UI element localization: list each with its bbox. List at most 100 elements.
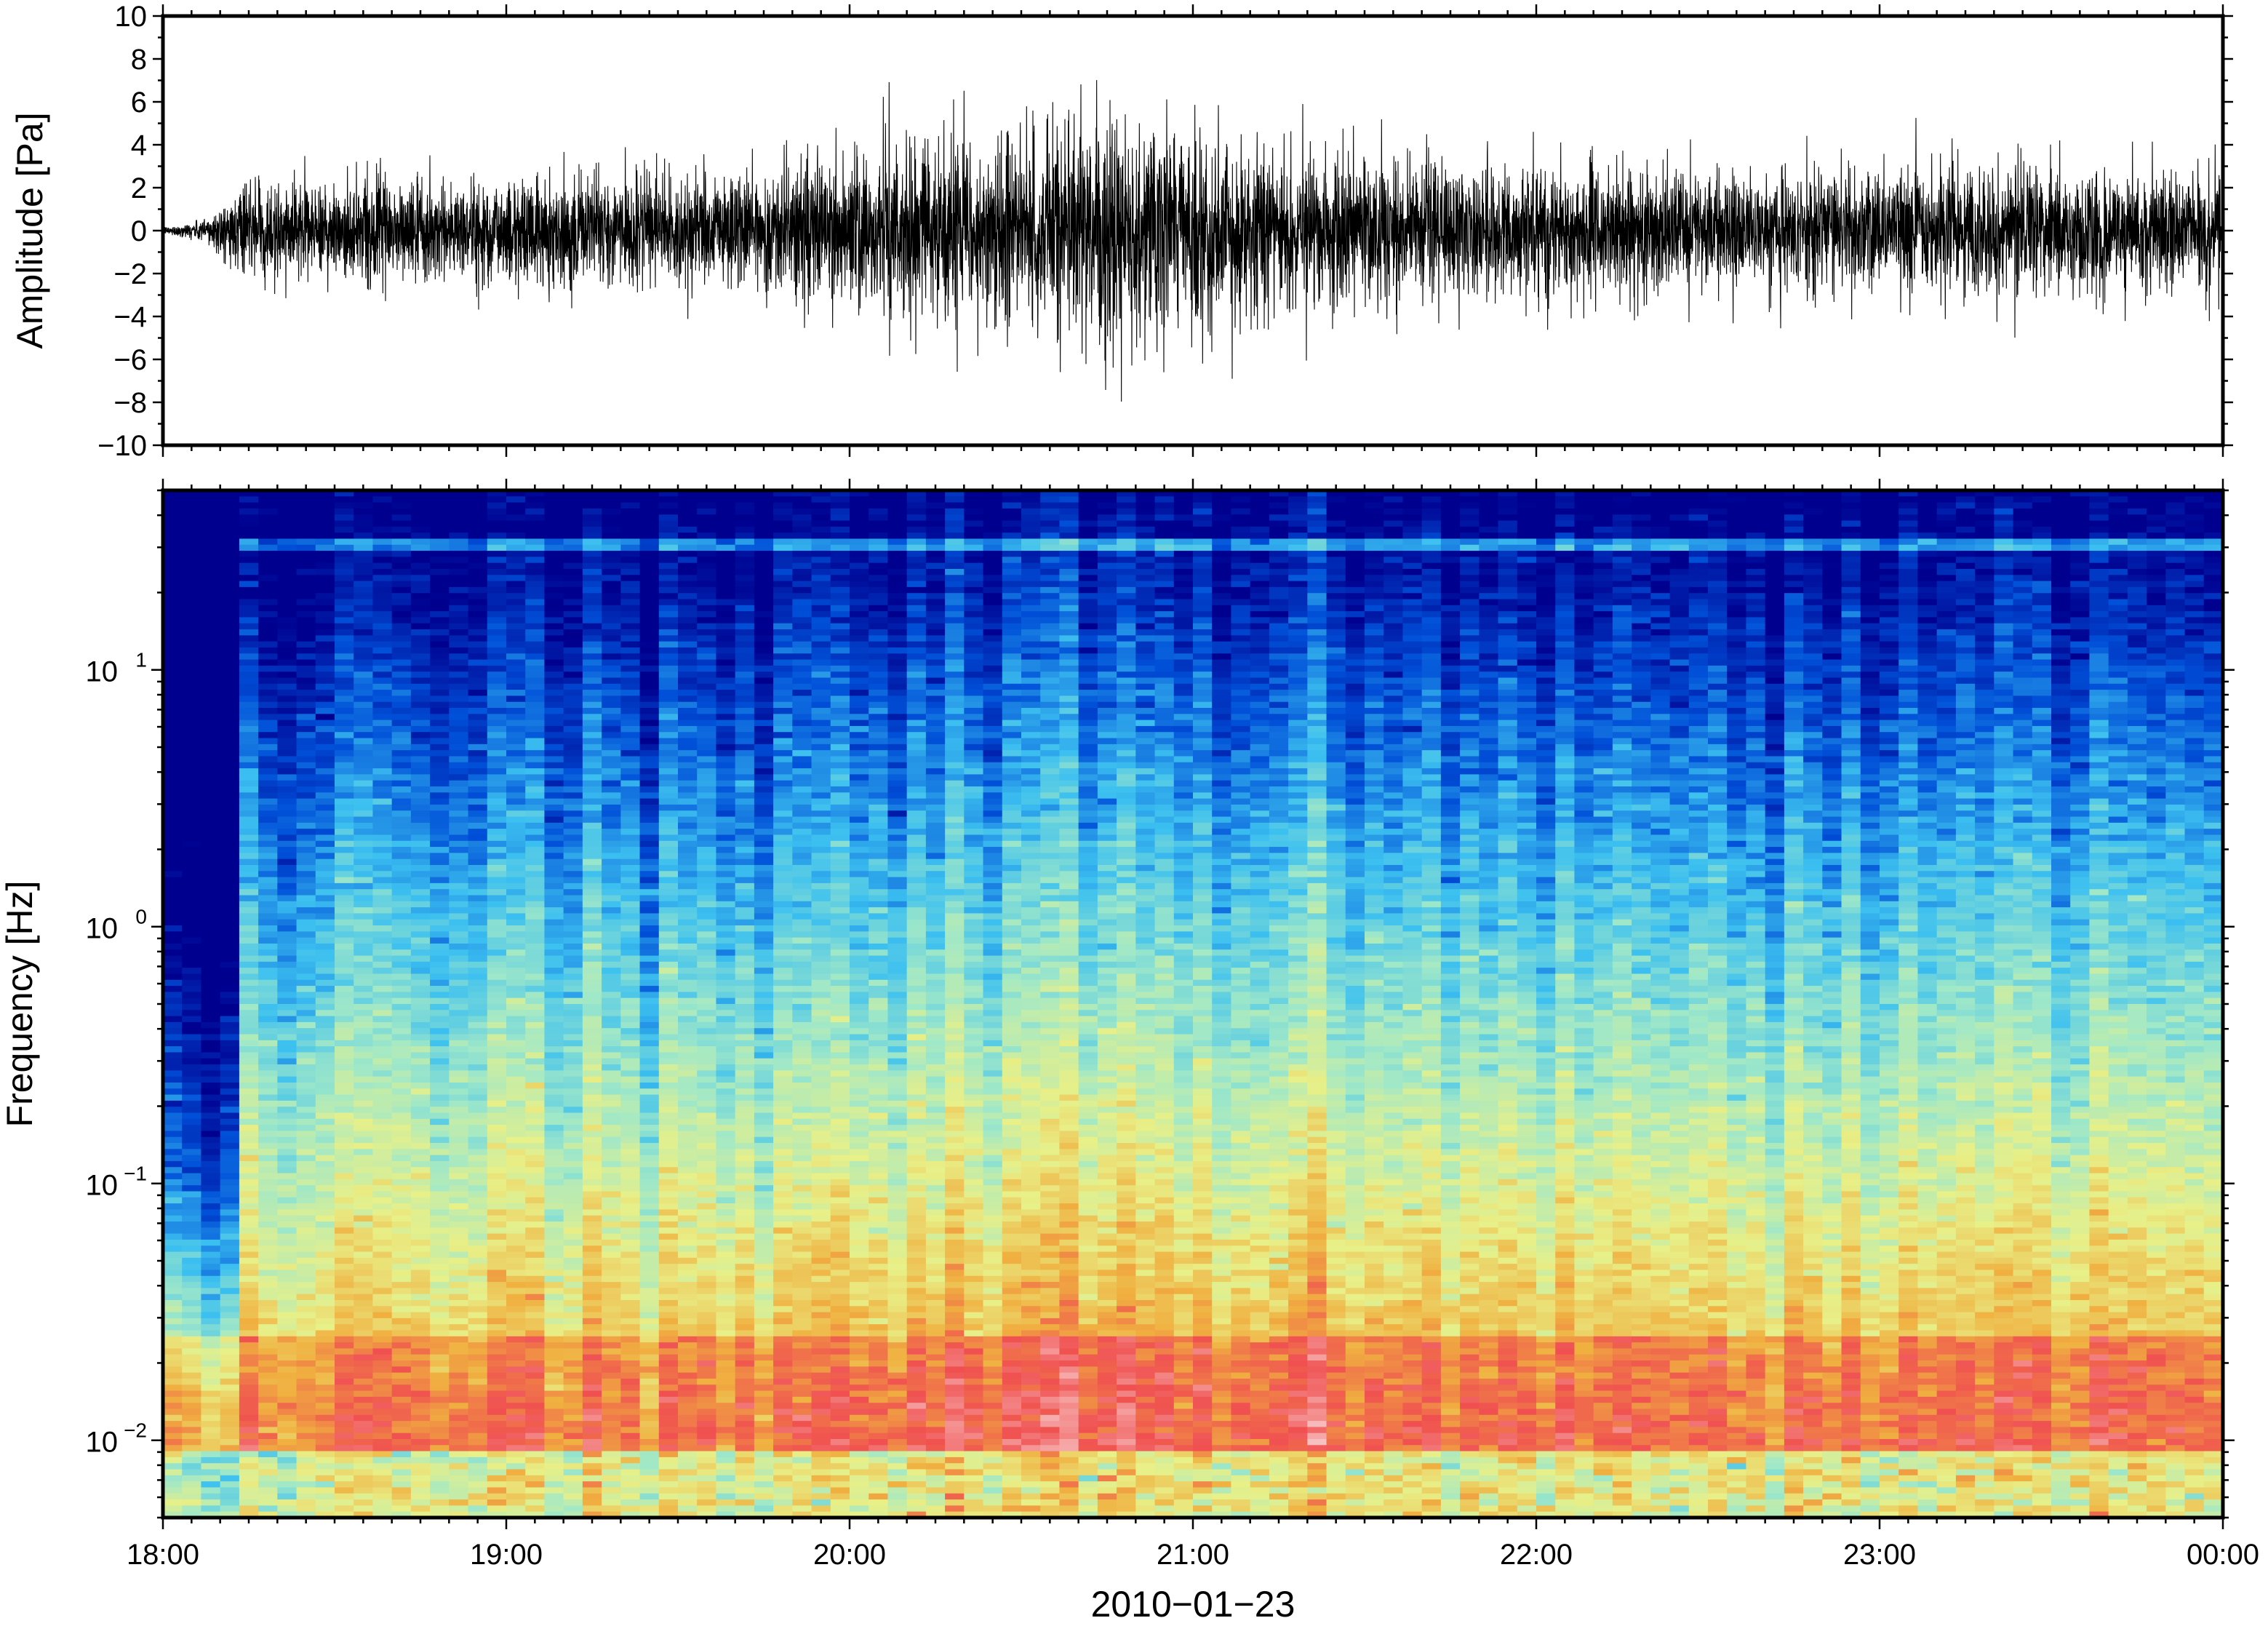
spectrogram-cell: [258, 538, 278, 545]
spectrogram-cell: [640, 853, 660, 859]
spectrogram-cell: [506, 1222, 526, 1228]
spectrogram-cell: [354, 527, 373, 533]
spectrogram-cell: [220, 1246, 240, 1252]
spectrogram-cell: [258, 1197, 278, 1204]
spectrogram-cell: [659, 1397, 679, 1403]
spectrogram-cell: [220, 1077, 240, 1083]
spectrogram-cell: [182, 762, 201, 769]
spectrogram-cell: [678, 920, 698, 926]
spectrogram-cell: [316, 1179, 335, 1186]
spectrogram-cell: [316, 841, 335, 848]
spectrogram-cell: [182, 853, 201, 859]
spectrogram-cell: [316, 1276, 335, 1283]
spectrogram-cell: [297, 956, 316, 963]
spectrogram-cell: [620, 859, 640, 866]
spectrogram-cell: [372, 581, 392, 588]
spectrogram-cell: [602, 1270, 621, 1276]
spectrogram-cell: [297, 617, 316, 623]
spectrogram-cell: [449, 1040, 468, 1047]
spectrogram-cell: [182, 865, 201, 872]
spectrogram-cell: [659, 1403, 679, 1409]
spectrogram-cell: [583, 1487, 602, 1494]
spectrogram-cell: [564, 1234, 583, 1240]
spectrogram-cell: [506, 889, 526, 896]
spectrogram-cell: [583, 1336, 602, 1343]
spectrogram-cell: [525, 877, 545, 884]
spectrogram-cell: [372, 968, 392, 974]
spectrogram-cell: [620, 1022, 640, 1029]
spectrogram-cell: [277, 1173, 297, 1180]
spectrogram-cell: [430, 551, 450, 557]
spectrogram-cell: [239, 1288, 259, 1294]
spectrogram-cell: [372, 944, 392, 950]
spectrogram-cell: [372, 992, 392, 998]
spectrogram-cell: [392, 666, 412, 672]
spectrogram-cell: [468, 913, 488, 920]
spectrogram-cell: [659, 762, 679, 769]
spectrogram-cell: [163, 1355, 183, 1361]
spectrogram-cell: [201, 931, 220, 938]
spectrogram-cell: [583, 992, 602, 998]
spectrogram-cell: [258, 1179, 278, 1186]
spectrogram-cell: [220, 1155, 240, 1162]
spectrogram-cell: [372, 527, 392, 533]
spectrogram-cell: [430, 968, 450, 974]
spectrogram-cell: [182, 823, 201, 829]
spectrogram-cell: [258, 907, 278, 914]
spectrogram-cell: [239, 1222, 259, 1228]
spectrogram-cell: [525, 1475, 545, 1482]
spectrogram-cell: [487, 635, 507, 642]
spectrogram-cell: [258, 871, 278, 877]
spectrogram-cell: [201, 629, 220, 636]
spectrogram-cell: [449, 738, 468, 745]
spectrogram-cell: [220, 1445, 240, 1451]
spectrogram-cell: [372, 1077, 392, 1083]
spectrogram-cell: [239, 1397, 259, 1403]
spectrogram-cell: [372, 1222, 392, 1228]
spectrogram-cell: [182, 1457, 201, 1464]
spectrogram-cell: [697, 527, 716, 533]
spectrogram-cell: [411, 1070, 431, 1077]
spectrogram-cell: [678, 617, 698, 623]
spectrogram-cell: [163, 1173, 183, 1180]
spectrogram-cell: [430, 642, 450, 648]
spectrogram-cell: [544, 1149, 564, 1155]
spectrogram-cell: [335, 817, 354, 824]
spectrogram-cell: [525, 605, 545, 612]
spectrogram-cell: [640, 1276, 660, 1283]
spectrogram-cell: [430, 774, 450, 781]
spectrogram-cell: [392, 1360, 412, 1367]
spectrogram-cell: [220, 726, 240, 733]
spectrogram-cell: [697, 599, 716, 606]
spectrogram-cell: [163, 1191, 183, 1197]
spectrogram-cell: [640, 956, 660, 963]
spectrogram-cell: [659, 841, 679, 848]
spectrogram-cell: [239, 1173, 259, 1180]
spectrogram-cell: [602, 714, 621, 720]
spectrogram-cell: [659, 527, 679, 533]
spectrogram-cell: [335, 931, 354, 938]
spectrogram-cell: [201, 1059, 220, 1065]
spectrogram-cell: [640, 1040, 660, 1047]
spectrogram-cell: [544, 768, 564, 775]
spectrogram-cell: [525, 1373, 545, 1379]
spectrogram-cell: [640, 545, 660, 551]
spectrogram-cell: [335, 1355, 354, 1361]
spectrogram-cell: [239, 871, 259, 877]
spectrogram-cell: [449, 1107, 468, 1113]
spectrogram-cell: [316, 533, 335, 539]
spectrogram-cell: [640, 732, 660, 738]
spectrogram-cell: [354, 1197, 373, 1204]
spectrogram-cell: [564, 1470, 583, 1476]
spectrogram-cell: [220, 1125, 240, 1131]
spectrogram-cell: [449, 533, 468, 539]
spectrogram-cell: [163, 671, 183, 678]
spectrogram-cell: [468, 629, 488, 636]
spectrogram-cell: [506, 1306, 526, 1312]
spectrogram-cell: [392, 1185, 412, 1192]
spectrogram-cell: [602, 1052, 621, 1059]
spectrogram-cell: [583, 1040, 602, 1047]
spectrogram-cell: [182, 1167, 201, 1173]
spectrogram-cell: [487, 684, 507, 690]
